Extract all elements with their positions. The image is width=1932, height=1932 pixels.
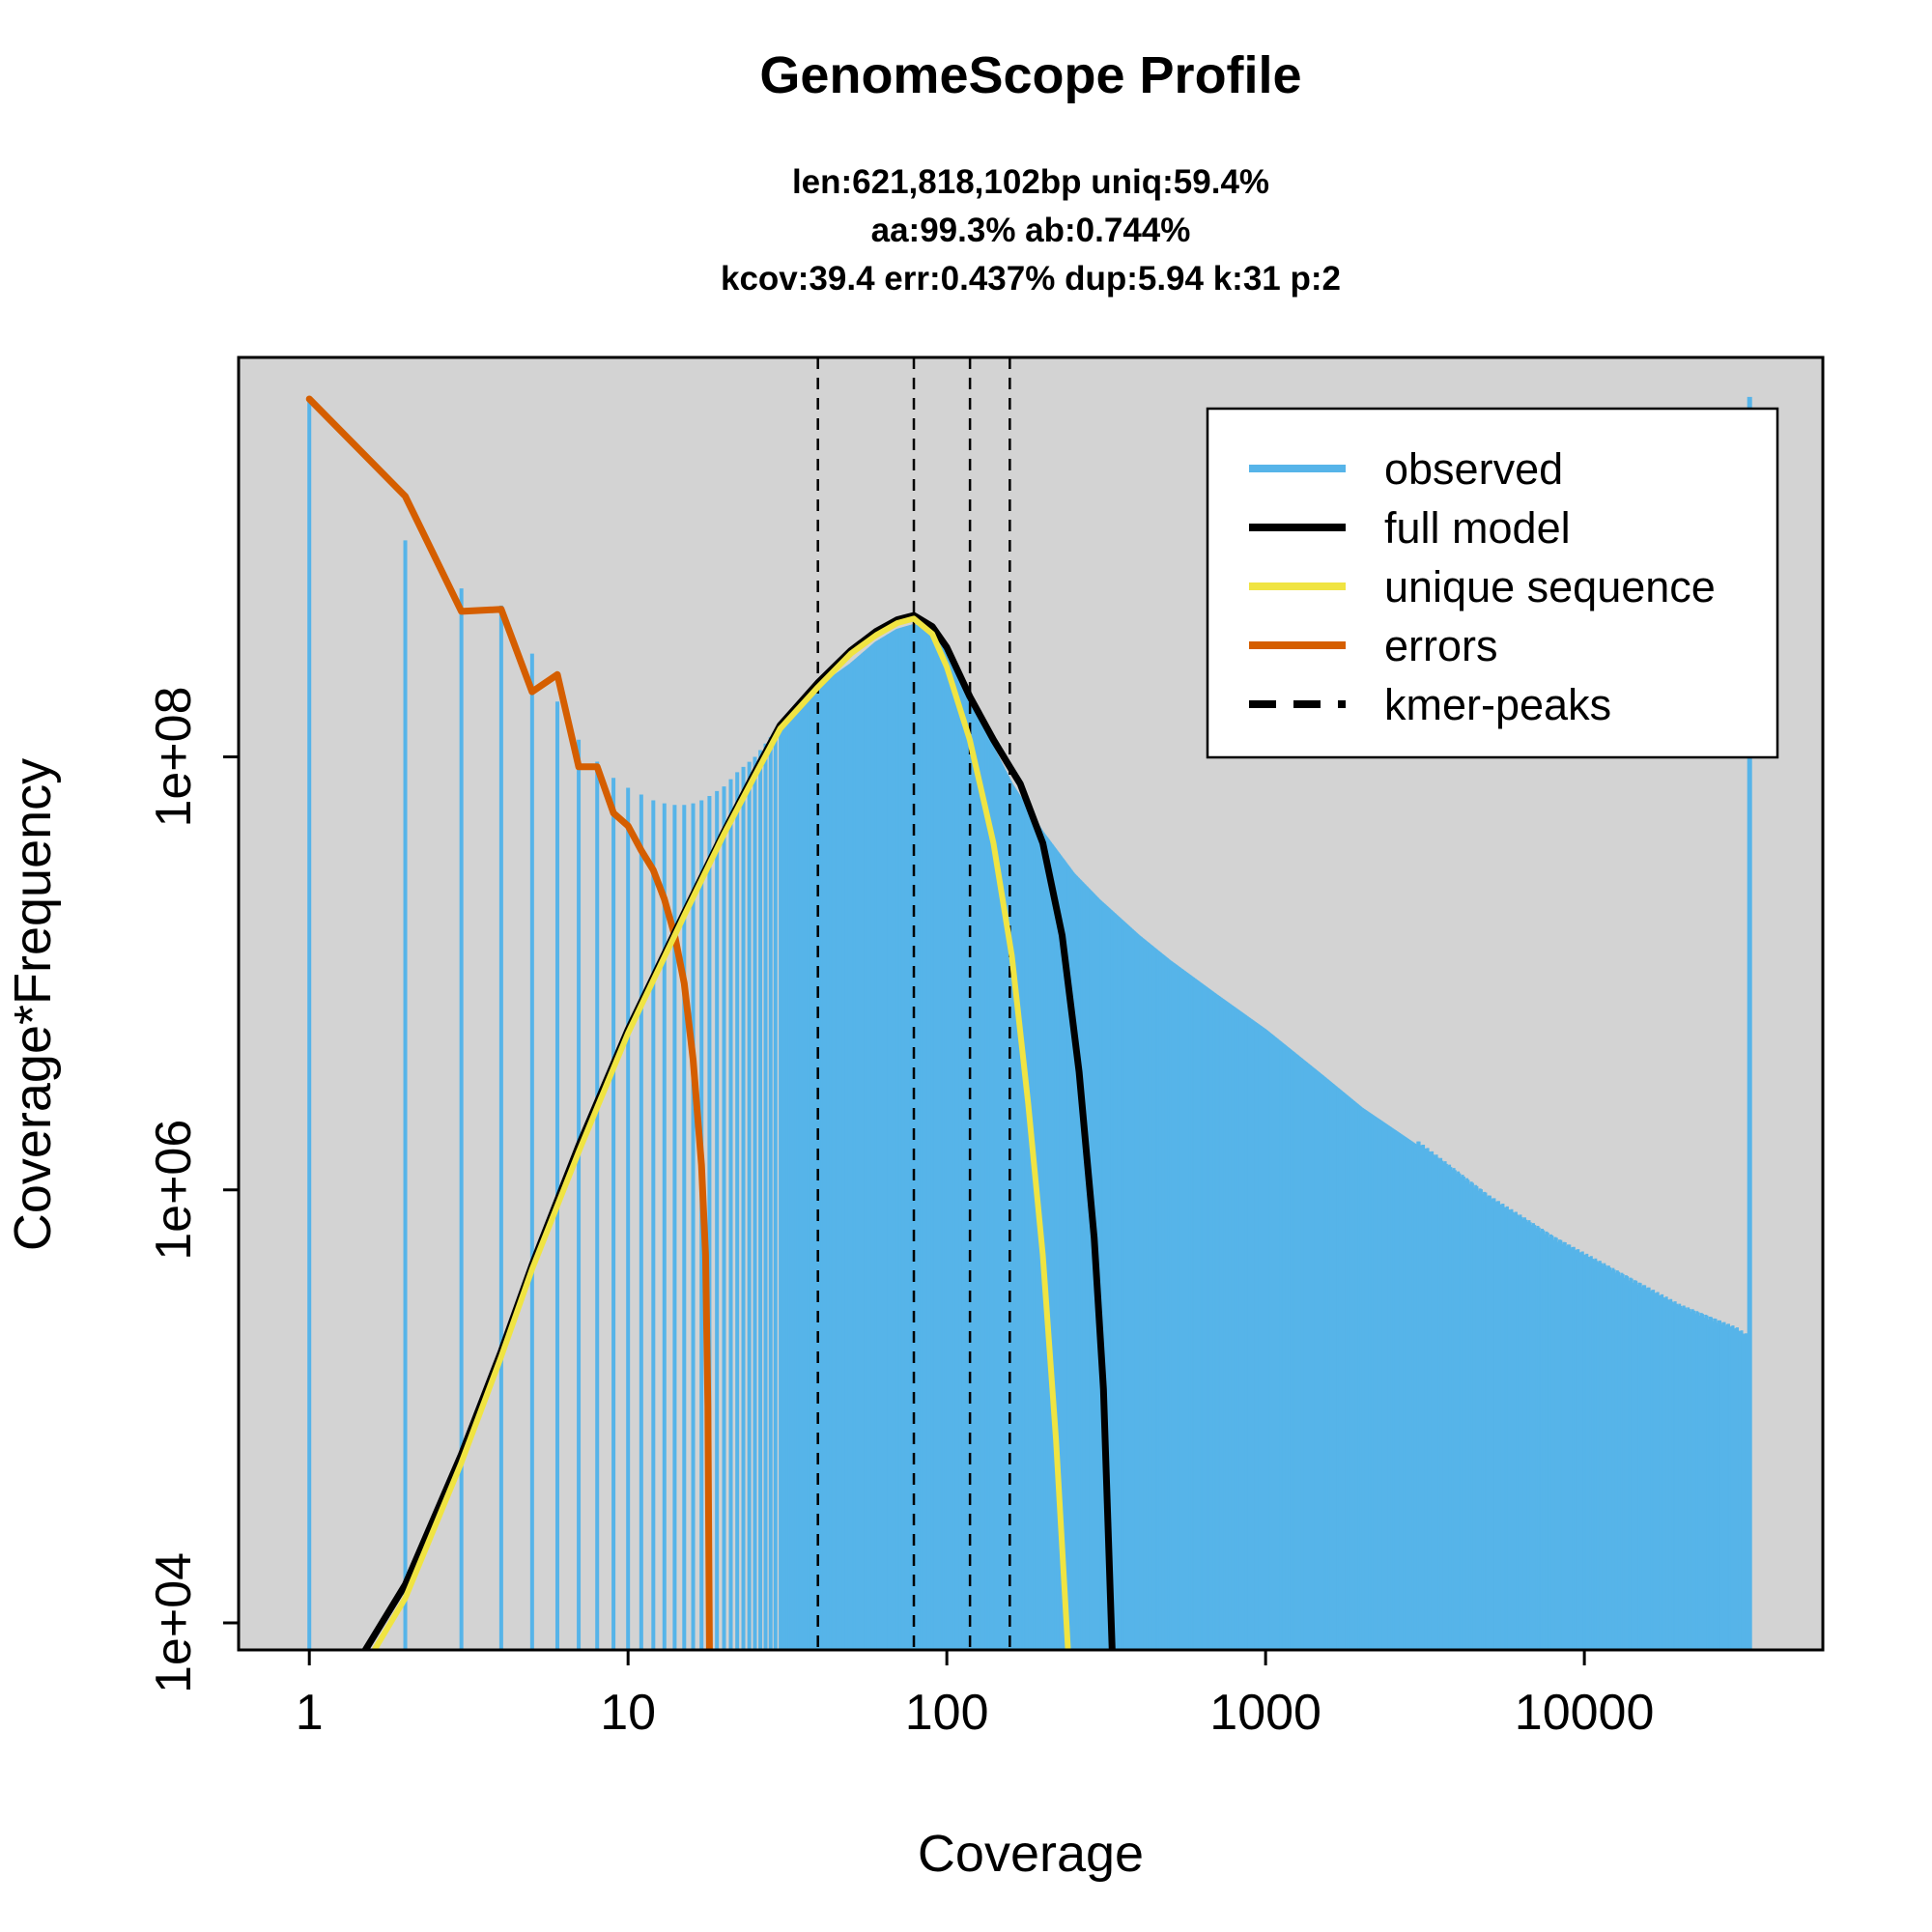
- legend: observed full model unique sequence errors k…: [1206, 407, 1779, 759]
- x-tick-label: 10000: [1515, 1685, 1655, 1741]
- y-axis: 1e+04 1e+06 1e+08: [146, 686, 239, 1693]
- errors-line: [305, 395, 713, 1650]
- x-axis: 1 10 100 1000 10000: [296, 1650, 1655, 1741]
- legend-label: full model: [1384, 503, 1571, 553]
- legend-label: observed: [1384, 444, 1563, 494]
- kmer-peak-lines: [816, 357, 1011, 1650]
- x-tick-label: 10: [600, 1685, 656, 1741]
- y-tick-label: 1e+08: [146, 686, 202, 827]
- model-series: [305, 395, 1116, 1650]
- y-tick-label: 1e+04: [146, 1552, 202, 1693]
- chart-subtitle-line-3: kcov:39.4 err:0.437% dup:5.94 k:31 p:2: [721, 260, 1341, 298]
- y-axis-title: Coverage*Frequency: [4, 758, 62, 1251]
- chart-subtitle-line-1: len:621,818,102bp uniq:59.4%: [792, 163, 1269, 201]
- chart-subtitle-line-2: aa:99.3% ab:0.744%: [871, 212, 1191, 249]
- legend-label: kmer-peaks: [1384, 680, 1611, 729]
- chart-title: GenomeScope Profile: [759, 46, 1301, 104]
- unique-sequence-line: [371, 615, 1071, 1650]
- legend-label: unique sequence: [1384, 562, 1716, 611]
- x-tick-label: 100: [905, 1685, 989, 1741]
- plot-frame: [237, 355, 1825, 1652]
- x-tick-label: 1000: [1209, 1685, 1321, 1741]
- x-axis-title: Coverage: [918, 1825, 1144, 1883]
- y-tick-label: 1e+06: [146, 1120, 202, 1261]
- x-tick-label: 1: [296, 1685, 324, 1741]
- legend-label: errors: [1384, 621, 1498, 670]
- observed-series: [307, 396, 1752, 1650]
